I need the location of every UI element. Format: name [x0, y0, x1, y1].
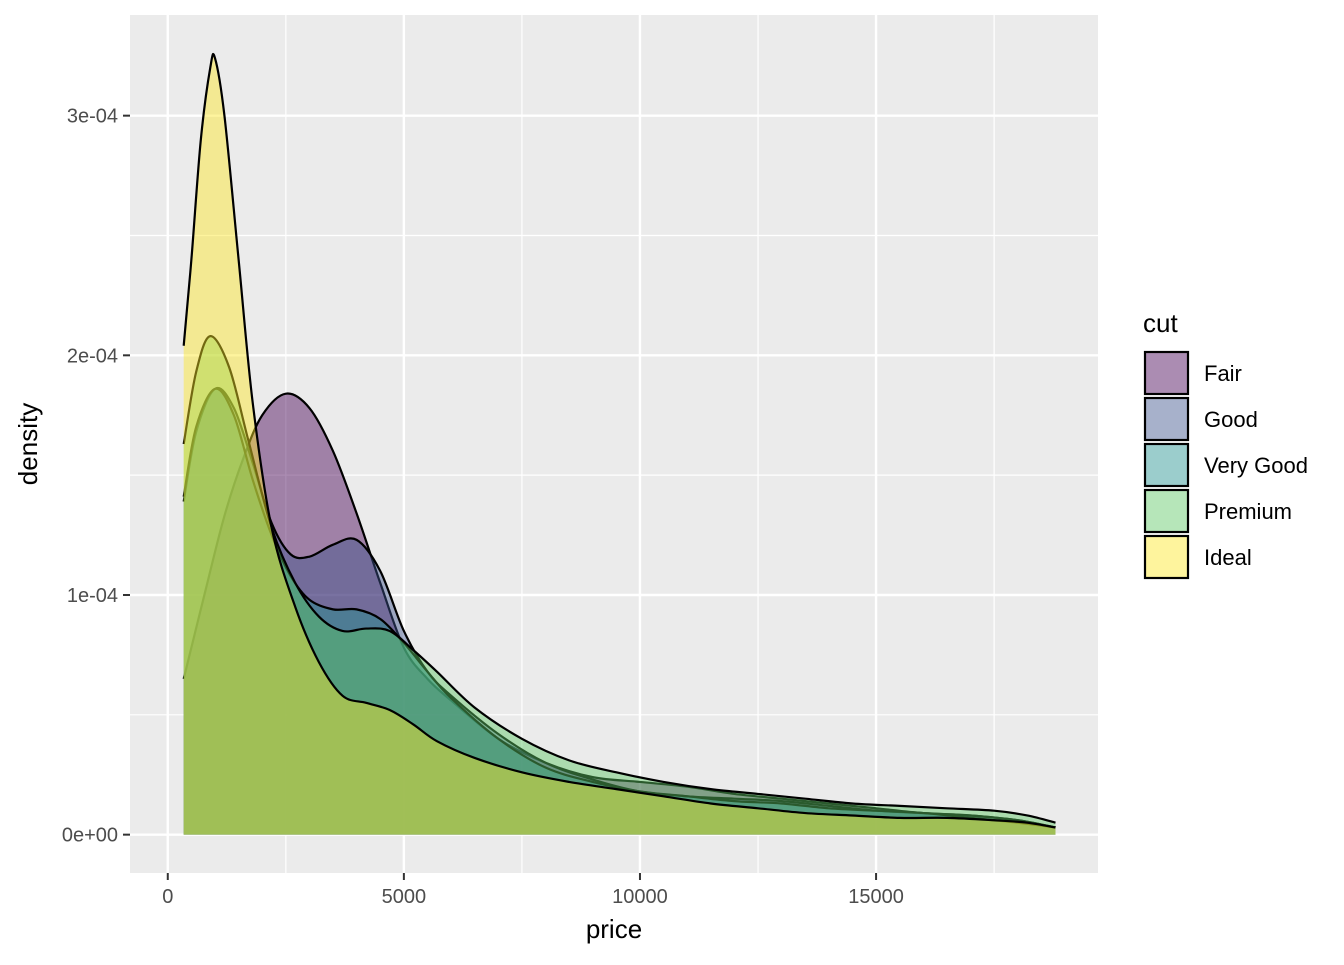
legend-label-ideal: Ideal [1204, 545, 1252, 570]
legend-key-background [1145, 490, 1188, 532]
density-line-fair [182, 392, 1056, 829]
density-areas [182, 52, 1056, 835]
legend-label-premium: Premium [1204, 499, 1292, 524]
y-axis-title: density [13, 403, 43, 485]
legend-key-background [1145, 536, 1188, 578]
legend-key-premium [1143, 488, 1190, 534]
legend-key-good [1143, 396, 1190, 442]
legend-key-background [1145, 352, 1188, 394]
density-area-ideal [183, 54, 1056, 835]
legend-key-ideal [1143, 534, 1190, 580]
legend-key-very-good [1143, 442, 1190, 488]
legend-key-fair [1143, 350, 1190, 396]
x-tick-label: 15000 [848, 886, 904, 908]
minor-gridlines [130, 15, 1098, 873]
major-gridlines [130, 15, 1098, 873]
y-tick-label: 3e-04 [67, 106, 118, 128]
x-tick-label: 0 [162, 886, 173, 908]
y-tick-label: 0e+00 [62, 825, 118, 847]
density-area-very-good [183, 388, 1056, 835]
density-area-fair [183, 393, 1056, 835]
legend-label-good: Good [1204, 407, 1258, 432]
density-area-good [183, 388, 1056, 835]
legend-key-background [1145, 398, 1188, 440]
plot-panel [130, 15, 1098, 873]
x-tick-label: 5000 [382, 886, 427, 908]
legend-title: cut [1143, 308, 1178, 338]
legend: cut Fair Good Very Good Premium Ideal [1143, 308, 1308, 580]
density-area-premium [183, 336, 1056, 835]
density-line-ideal [182, 52, 1056, 829]
x-axis: 0 5000 10000 15000 [162, 873, 904, 908]
legend-items: Fair Good Very Good Premium Ideal [1143, 350, 1308, 580]
legend-key-background [1145, 444, 1188, 486]
y-axis: 0e+00 1e-04 2e-04 3e-04 [62, 106, 130, 847]
legend-label-fair: Fair [1204, 361, 1242, 386]
density-line-very-good [182, 387, 1056, 829]
x-tick-label: 10000 [612, 886, 668, 908]
y-tick-label: 1e-04 [67, 585, 118, 607]
density-line-premium [182, 335, 1056, 824]
y-tick-label: 2e-04 [67, 345, 118, 367]
x-axis-title: price [586, 914, 642, 944]
legend-label-very-good: Very Good [1204, 453, 1308, 478]
